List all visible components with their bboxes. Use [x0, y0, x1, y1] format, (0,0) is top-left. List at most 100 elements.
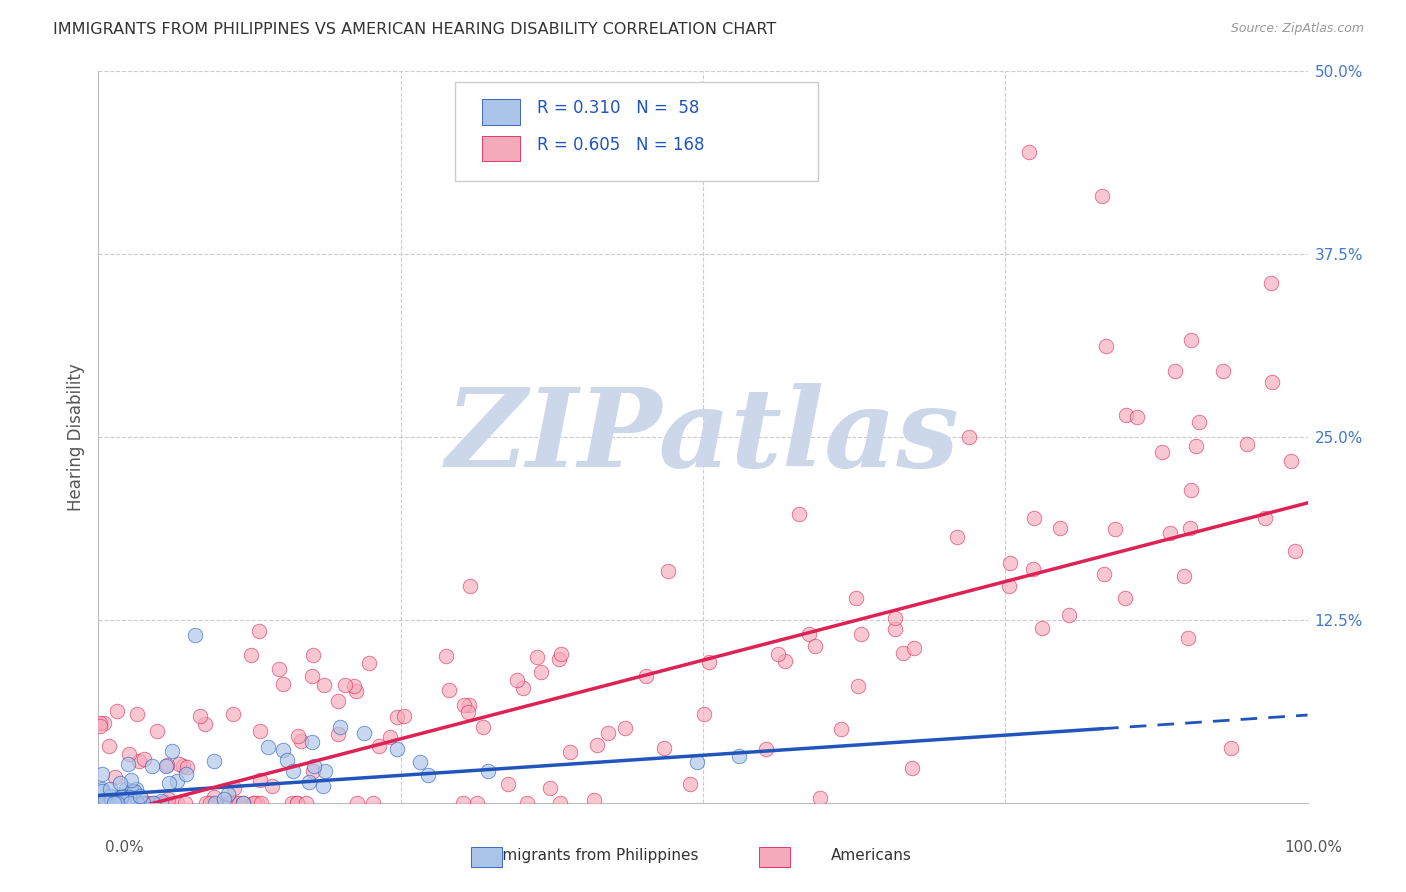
Point [538, 780, 561, 795]
Point [846, 679, 869, 693]
Point [125, 796, 148, 810]
Point [118, 796, 141, 810]
Point [287, 796, 309, 810]
Point [657, 564, 679, 578]
Point [89, 715, 111, 730]
Point [204, 755, 226, 769]
Point [100, 793, 122, 807]
Point [141, 758, 163, 772]
Point [239, 648, 262, 662]
Point [108, 796, 131, 810]
Point [155, 795, 177, 809]
Point [548, 796, 571, 810]
Point [142, 796, 165, 810]
Point [387, 741, 409, 756]
Point [301, 648, 323, 662]
Point [1180, 333, 1202, 347]
Point [91, 796, 114, 810]
Point [167, 757, 190, 772]
Text: R = 0.310   N =  58: R = 0.310 N = 58 [537, 99, 700, 117]
Point [900, 761, 922, 775]
Point [1049, 521, 1071, 535]
Point [755, 742, 778, 756]
Point [98, 739, 121, 754]
Point [1031, 621, 1053, 635]
Point [172, 759, 194, 773]
Point [1022, 510, 1045, 524]
Point [451, 796, 474, 810]
Point [155, 758, 177, 772]
Point [188, 709, 211, 723]
Point [89, 719, 111, 733]
Point [287, 729, 309, 743]
Point [249, 773, 271, 788]
Point [120, 773, 142, 788]
Point [218, 796, 240, 810]
Point [1188, 416, 1211, 430]
Point [103, 796, 125, 810]
Point [1104, 522, 1126, 536]
Point [652, 741, 675, 756]
Point [125, 781, 148, 796]
Point [409, 756, 432, 770]
Point [844, 591, 866, 605]
Point [149, 793, 172, 807]
Point [93, 715, 115, 730]
Point [97, 796, 120, 810]
Point [1095, 339, 1118, 353]
Point [512, 681, 534, 696]
Point [380, 730, 402, 744]
Point [1091, 188, 1114, 202]
Point [136, 796, 159, 810]
Point [135, 796, 157, 810]
Point [804, 639, 827, 653]
Point [157, 791, 180, 805]
Point [98, 789, 121, 804]
Point [1018, 145, 1040, 159]
Point [214, 792, 236, 806]
Point [156, 758, 179, 772]
Point [1284, 544, 1306, 558]
Point [103, 789, 125, 804]
Point [221, 707, 243, 722]
Point [1180, 483, 1202, 497]
Point [98, 781, 121, 796]
Point [516, 796, 538, 810]
Point [90, 767, 112, 781]
Point [260, 779, 283, 793]
Point [506, 673, 529, 687]
Point [242, 796, 264, 810]
Point [1177, 631, 1199, 645]
Point [1092, 566, 1115, 581]
Point [314, 764, 336, 778]
Point [614, 721, 637, 735]
Point [1057, 608, 1080, 623]
Point [457, 706, 479, 720]
Point [998, 557, 1021, 571]
Point [1163, 364, 1185, 378]
Point [110, 789, 132, 803]
Point [437, 682, 460, 697]
Point [799, 627, 821, 641]
Point [301, 734, 323, 748]
Point [271, 742, 294, 756]
Point [166, 796, 188, 810]
Point [728, 749, 751, 764]
Point [224, 781, 246, 796]
Point [118, 747, 141, 761]
Point [329, 720, 352, 734]
Point [529, 665, 551, 679]
Point [301, 669, 323, 683]
Point [176, 767, 198, 781]
Text: Source: ZipAtlas.com: Source: ZipAtlas.com [1230, 22, 1364, 36]
Point [849, 627, 872, 641]
Point [634, 669, 657, 683]
Point [111, 796, 134, 810]
Point [134, 796, 156, 810]
Point [150, 796, 173, 810]
Point [467, 796, 489, 810]
Point [110, 775, 132, 789]
Point [184, 627, 207, 641]
Point [195, 796, 218, 810]
Point [1185, 439, 1208, 453]
